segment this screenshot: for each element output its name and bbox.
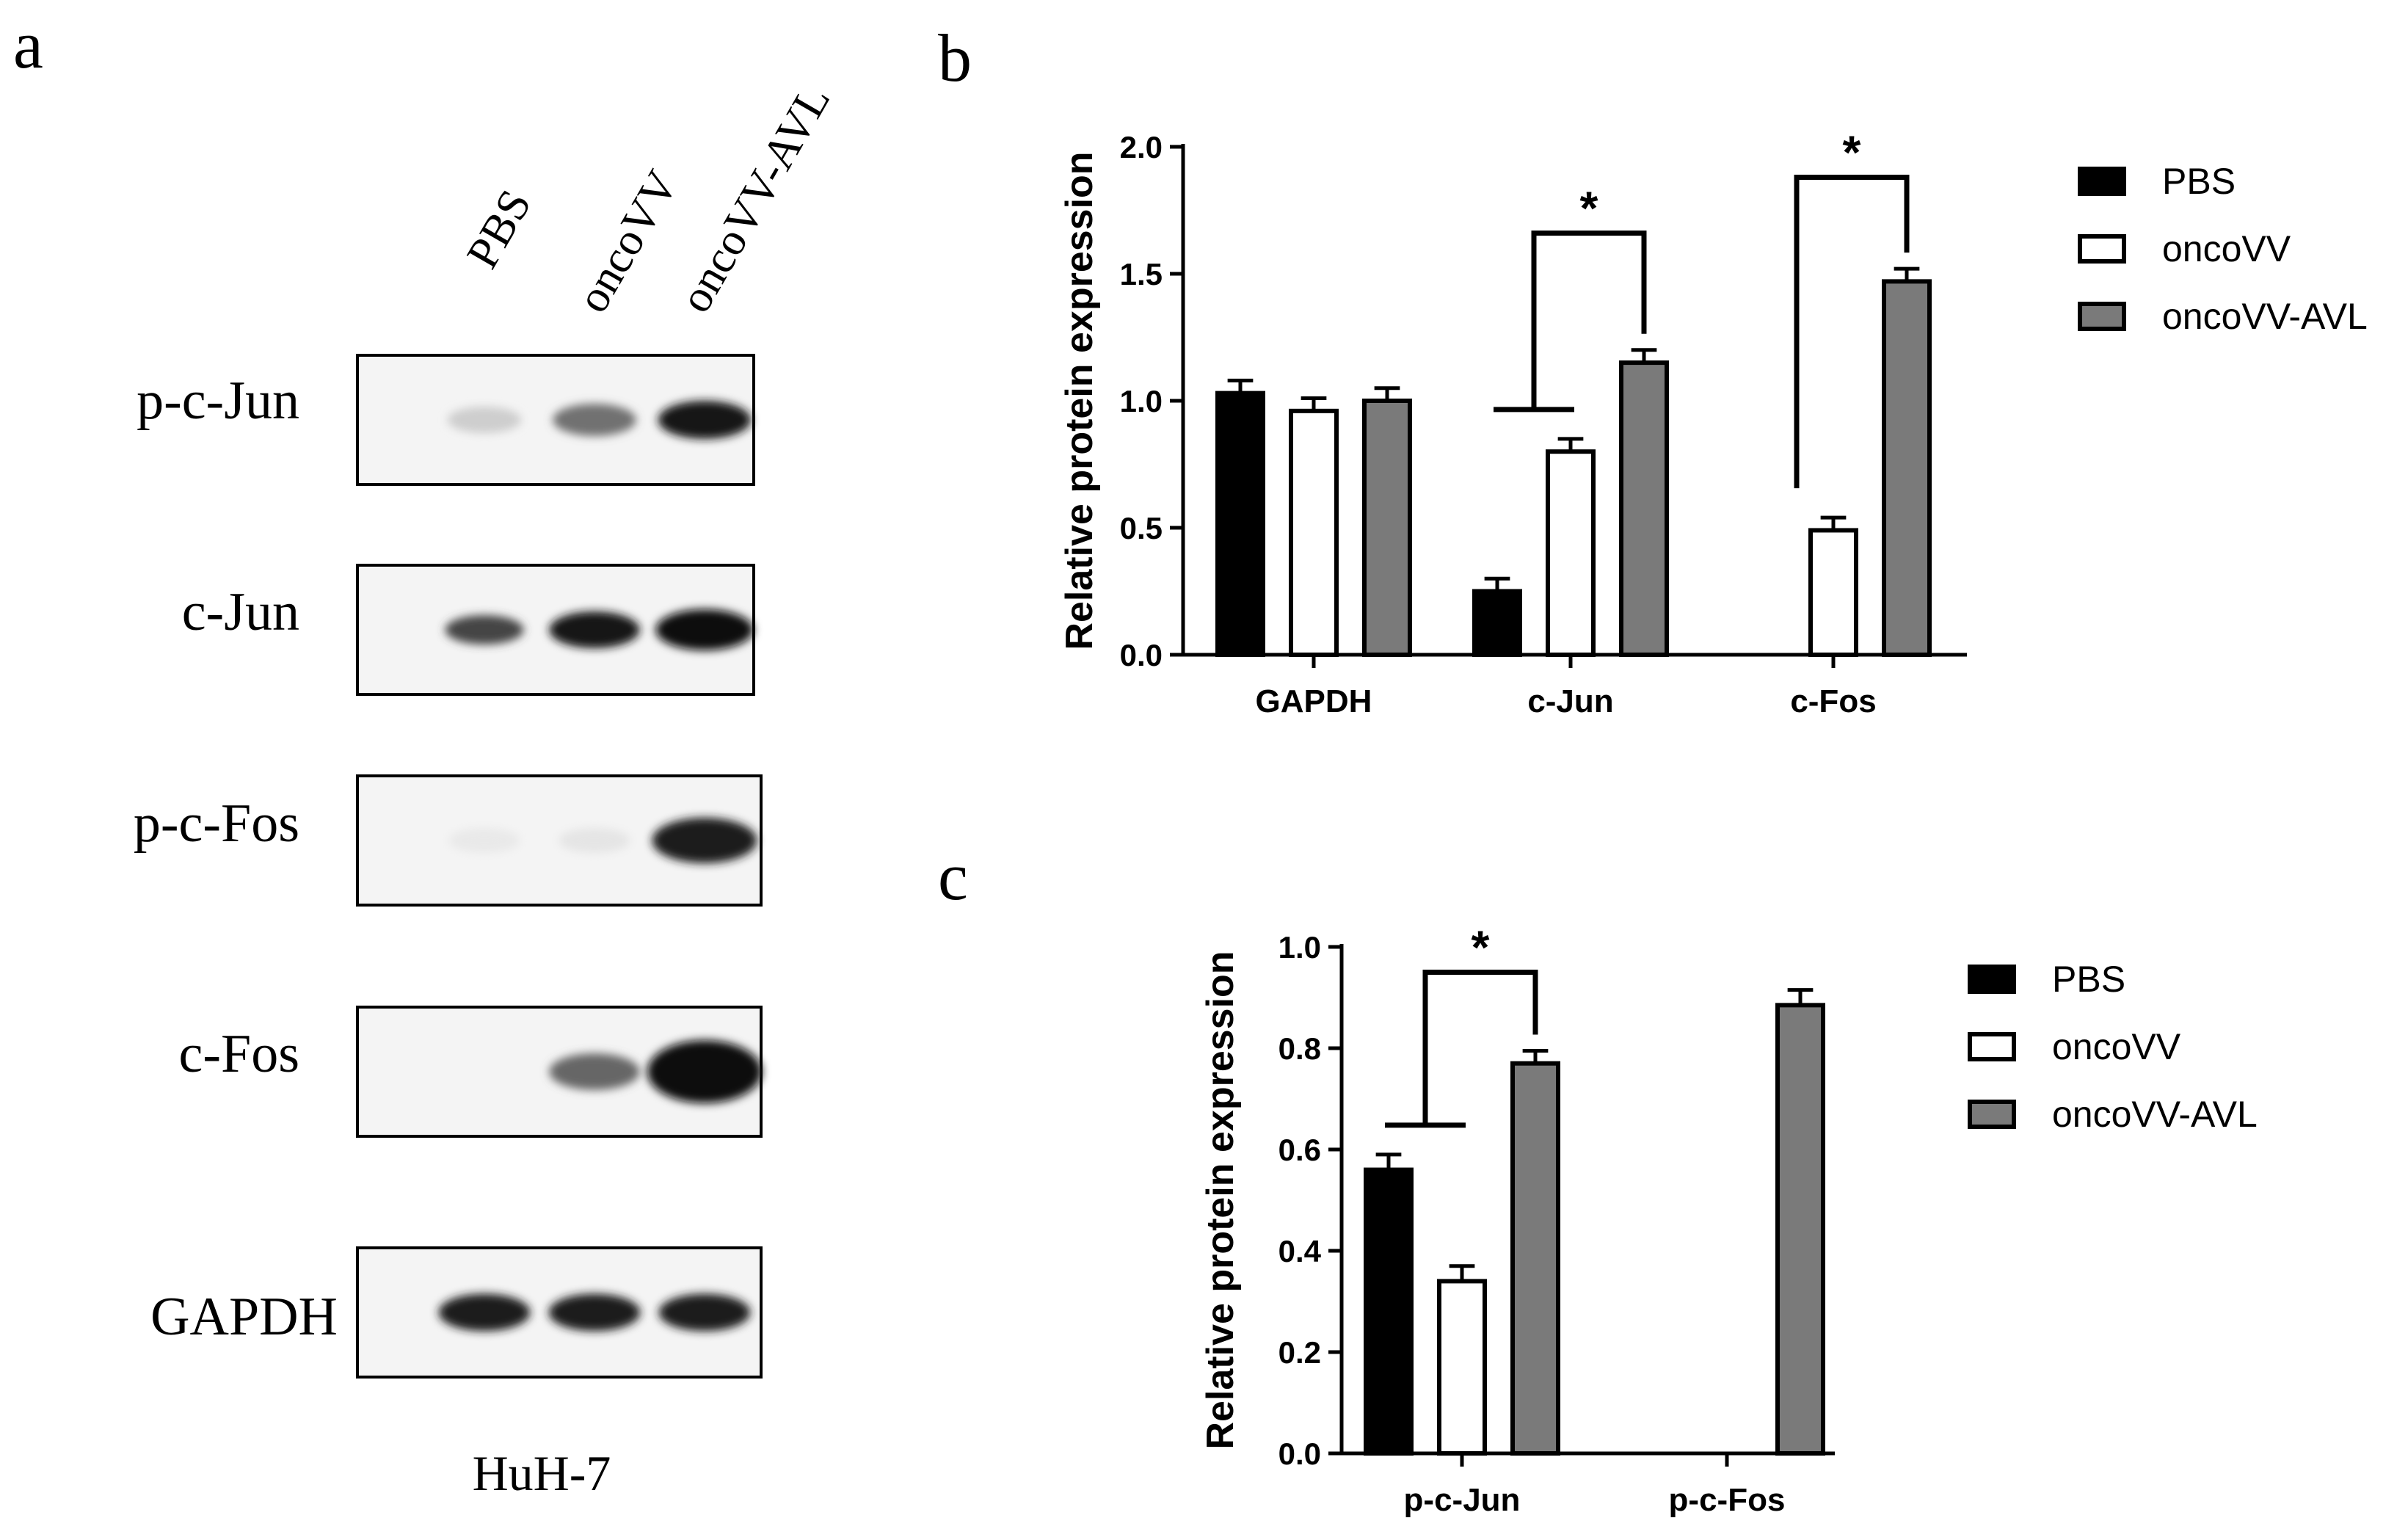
- blot-label: p-c-Fos: [134, 793, 299, 854]
- bar: [1510, 1061, 1560, 1456]
- category-label: c-Jun: [1527, 683, 1613, 719]
- legend-label: oncoVV: [2052, 1026, 2181, 1067]
- legend-swatch: [1968, 1100, 2016, 1129]
- legend-label: PBS: [2162, 161, 2236, 202]
- blot-p-c-jun: p-c-Jun: [137, 354, 755, 486]
- lane-label: oncoVV-AVL: [670, 77, 840, 321]
- bar: [1619, 360, 1669, 657]
- blot-label: c-Jun: [182, 582, 299, 642]
- bar: [1362, 399, 1412, 657]
- lane-label: oncoVV: [567, 162, 688, 321]
- blot-c-fos: c-Fos: [179, 1006, 763, 1138]
- blot-band: [447, 407, 522, 433]
- y-tick-label: 2.0: [1120, 130, 1163, 164]
- panel-letter-c: c: [938, 839, 968, 914]
- cell-line-label: HuH-7: [473, 1445, 611, 1501]
- blot-gapdh: GAPDH: [150, 1246, 763, 1379]
- bar: [1775, 1003, 1825, 1456]
- legend-swatch: [1968, 965, 2016, 994]
- y-tick-label: 1.5: [1120, 257, 1163, 291]
- blot-label: c-Fos: [179, 1024, 299, 1084]
- category-label: p-c-Fos: [1669, 1482, 1786, 1518]
- significance-star: *: [1472, 921, 1490, 974]
- blot-band: [445, 615, 524, 644]
- y-tick-label: 0.0: [1120, 638, 1163, 672]
- legend-label: oncoVV: [2162, 228, 2291, 269]
- legend-swatch: [2078, 234, 2126, 264]
- significance-star: *: [1843, 126, 1861, 179]
- blot-band: [553, 404, 636, 436]
- y-tick-label: 0.6: [1278, 1133, 1321, 1167]
- blot-band: [658, 1293, 751, 1332]
- blot-label: p-c-Jun: [137, 371, 299, 431]
- legend-swatch: [1968, 1032, 2016, 1061]
- significance-bracket: [1422, 970, 1538, 1125]
- y-tick-label: 1.0: [1120, 384, 1163, 418]
- blot-band: [647, 1040, 762, 1103]
- blot-band: [658, 401, 752, 439]
- category-label: c-Fos: [1790, 683, 1876, 719]
- category-label: p-c-Jun: [1404, 1482, 1521, 1518]
- panel-letter-b: b: [938, 21, 972, 95]
- blot-band: [655, 609, 754, 650]
- blot-band: [559, 828, 630, 853]
- bar: [1882, 279, 1932, 657]
- y-tick-label: 0.8: [1278, 1031, 1321, 1066]
- category-label: GAPDH: [1256, 683, 1372, 719]
- bar: [1289, 408, 1339, 658]
- bar: [1546, 449, 1596, 657]
- y-tick-label: 0.5: [1120, 511, 1163, 545]
- blot-c-jun: c-Jun: [182, 564, 755, 696]
- y-tick-label: 0.2: [1278, 1335, 1321, 1370]
- blot-band: [549, 1053, 640, 1090]
- y-axis-title: Relative protein expression: [1199, 951, 1242, 1449]
- legend-swatch: [2078, 167, 2126, 196]
- blot-band: [652, 818, 757, 863]
- y-tick-label: 0.4: [1278, 1234, 1322, 1268]
- y-axis-title: Relative protein expression: [1058, 151, 1101, 650]
- legend-label: oncoVV-AVL: [2162, 296, 2368, 337]
- legend-label: PBS: [2052, 959, 2125, 1000]
- significance-star: *: [1580, 182, 1598, 235]
- blot-label: GAPDH: [150, 1287, 338, 1347]
- blot-p-c-fos: p-c-Fos: [134, 774, 763, 907]
- blot-band: [438, 1293, 531, 1332]
- bar-chart-b: 0.0 0.5 1.0 1.5 2.0 Relative protein expressi…: [1058, 126, 2368, 719]
- significance-bracket: [1794, 175, 1910, 489]
- bar: [1472, 589, 1522, 657]
- bar: [1215, 391, 1265, 657]
- bar-chart-c: 0.0 0.2 0.4 0.6 0.8 1.0 Relative protein expre…: [1199, 921, 2258, 1519]
- panel-letter-a: a: [13, 7, 43, 82]
- blot-band: [448, 828, 520, 853]
- bar: [1808, 528, 1858, 658]
- bar: [1437, 1279, 1487, 1456]
- y-tick-label: 0.0: [1278, 1437, 1321, 1471]
- significance-bracket: [1531, 230, 1647, 410]
- legend-label: oncoVV-AVL: [2052, 1094, 2258, 1135]
- blot-band: [548, 1293, 641, 1332]
- y-tick-label: 1.0: [1278, 930, 1321, 965]
- lane-label: PBS: [457, 181, 541, 277]
- legend-swatch: [2078, 302, 2126, 331]
- blot-band: [549, 611, 640, 648]
- bar: [1364, 1167, 1414, 1456]
